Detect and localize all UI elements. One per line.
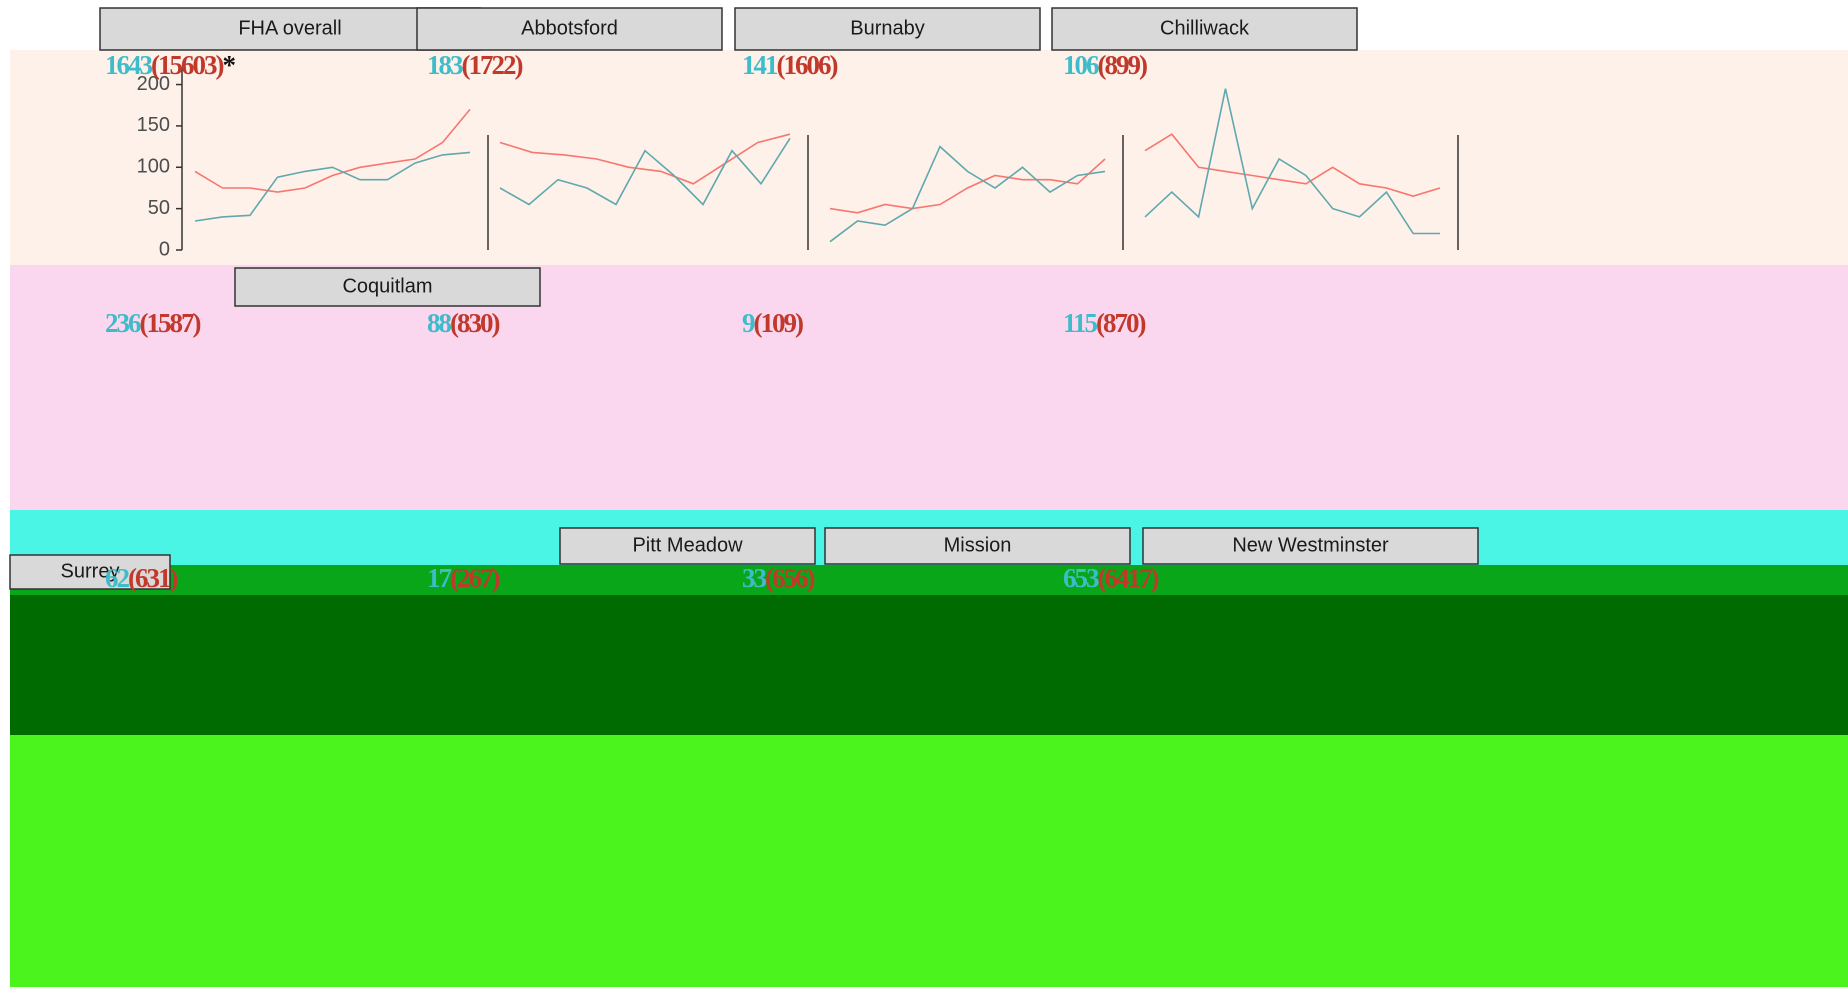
- y-tick-label: 150: [137, 114, 170, 136]
- band: [10, 565, 1848, 595]
- y-tick-label: 0: [159, 238, 170, 260]
- series-line: [829, 158, 1106, 214]
- count-label: 62(631): [105, 563, 177, 593]
- count-label: 1643(15603)*: [105, 50, 235, 80]
- facet-title: Surrey: [61, 560, 120, 582]
- count-label: 183(1722): [427, 50, 522, 80]
- series-line: [194, 108, 471, 193]
- band: [10, 735, 1848, 987]
- facet-title: Burnaby: [850, 17, 925, 39]
- facet-strip: [1142, 527, 1479, 565]
- total: (870): [1096, 308, 1145, 338]
- facet-strip: [234, 267, 541, 307]
- count-label: 115(870): [1063, 308, 1146, 338]
- facet-title: Abbotsford: [521, 17, 618, 39]
- total: (899): [1098, 50, 1147, 80]
- y-tick-label: 200: [137, 73, 170, 95]
- total: (1722): [462, 50, 523, 80]
- count-label: 141(1606): [742, 50, 837, 80]
- total: (15603): [151, 50, 223, 80]
- note: *: [222, 50, 235, 80]
- facet-strip: [824, 527, 1131, 565]
- count-label: 236(1587): [105, 308, 200, 338]
- series-line: [1144, 133, 1441, 198]
- total: (631): [128, 563, 177, 593]
- y-tick-label: 100: [137, 156, 170, 178]
- count: 236: [105, 308, 141, 338]
- band: [10, 595, 1848, 735]
- total: (6417): [1098, 563, 1159, 593]
- count-label: 17(267): [427, 563, 499, 593]
- total: (1587): [140, 308, 201, 338]
- facet-strip: [416, 7, 723, 51]
- count: 17: [427, 563, 452, 593]
- series-line: [1144, 88, 1440, 235]
- series-line: [499, 137, 791, 206]
- count: 106: [1063, 50, 1099, 80]
- count: 1643: [105, 50, 153, 80]
- facet-title: FHA overall: [238, 17, 341, 39]
- series-line: [194, 151, 471, 222]
- facet-strip: [734, 7, 1041, 51]
- facet-strip: [1051, 7, 1358, 51]
- count: 88: [427, 308, 452, 338]
- count: 653: [1063, 563, 1099, 593]
- count-label: 9(109): [742, 308, 803, 338]
- series-line: [829, 145, 1106, 243]
- count: 62: [105, 563, 130, 593]
- facet-title: New Westminster: [1232, 534, 1389, 556]
- y-tick-label: 50: [148, 197, 170, 219]
- total: (1606): [777, 50, 838, 80]
- total: (830): [450, 308, 499, 338]
- facet-title: Coquitlam: [342, 275, 432, 297]
- series-line: [499, 133, 791, 185]
- count: 33: [742, 563, 767, 593]
- total: (267): [450, 563, 499, 593]
- facet-strip: [559, 527, 816, 565]
- facet-strip: [9, 554, 171, 590]
- count-label: 33(656): [742, 563, 814, 593]
- facet-title: Chilliwack: [1160, 17, 1250, 39]
- count: 9: [742, 308, 755, 338]
- count: 115: [1063, 308, 1098, 338]
- count: 141: [742, 50, 778, 80]
- count: 183: [427, 50, 463, 80]
- count-label: 106(899): [1063, 50, 1147, 80]
- facet-title: Mission: [944, 534, 1012, 556]
- facet-title: Pitt Meadow: [632, 534, 743, 556]
- band: [10, 50, 1848, 265]
- count-label: 653(6417): [1063, 563, 1158, 593]
- total: (109): [754, 308, 803, 338]
- total: (656): [765, 563, 814, 593]
- count-label: 88(830): [427, 308, 499, 338]
